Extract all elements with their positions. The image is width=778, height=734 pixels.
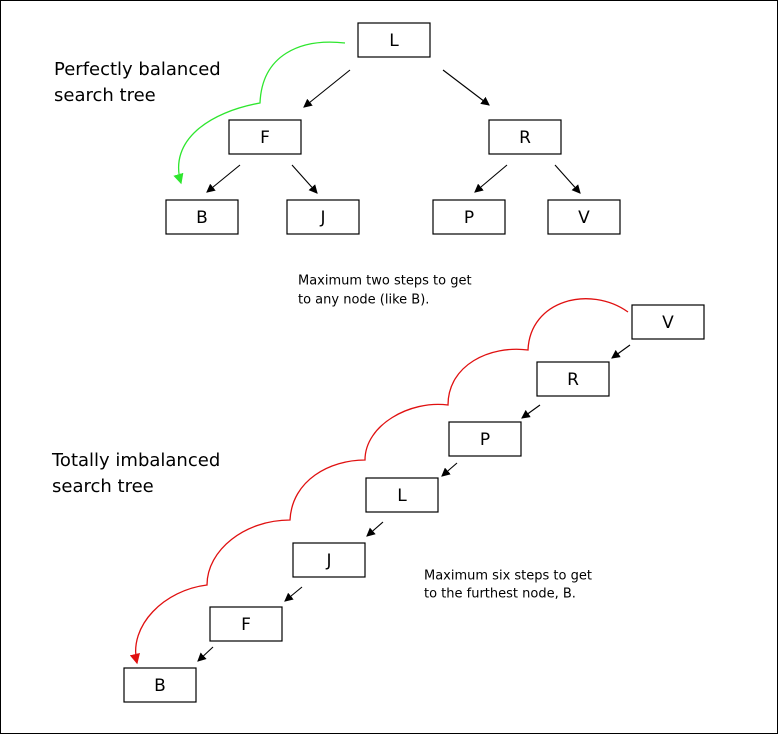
node-box bbox=[228, 119, 302, 155]
node-label: B bbox=[196, 208, 208, 228]
node-box bbox=[448, 421, 522, 457]
node-label: F bbox=[241, 615, 251, 635]
node-box bbox=[165, 199, 239, 235]
node-label: P bbox=[480, 430, 490, 450]
node-label: R bbox=[567, 370, 579, 390]
node-label: P bbox=[464, 208, 474, 228]
node-box bbox=[292, 542, 366, 578]
node-label: J bbox=[319, 208, 325, 228]
note: Maximum six steps to get bbox=[424, 569, 592, 584]
path-curve bbox=[129, 298, 629, 665]
caption: search tree bbox=[52, 476, 154, 497]
caption: search tree bbox=[54, 85, 156, 106]
node-box bbox=[536, 361, 610, 397]
node-box bbox=[209, 606, 283, 642]
node-box bbox=[631, 304, 705, 340]
note: Maximum two steps to get bbox=[298, 274, 472, 289]
node-box bbox=[357, 22, 431, 58]
node-box bbox=[547, 199, 621, 235]
path-curve bbox=[173, 41, 346, 185]
note: to any node (like B). bbox=[298, 293, 429, 308]
node-label: V bbox=[578, 208, 590, 228]
node-label: F bbox=[260, 128, 270, 148]
node-label: L bbox=[397, 486, 407, 506]
node-label: R bbox=[519, 128, 531, 148]
node-box bbox=[488, 119, 562, 155]
node-label: V bbox=[662, 313, 674, 333]
node-box bbox=[286, 199, 360, 235]
node-box bbox=[365, 477, 439, 513]
node-box bbox=[432, 199, 506, 235]
caption: Totally imbalanced bbox=[51, 450, 220, 471]
caption: Perfectly balanced bbox=[54, 59, 221, 80]
node-label: B bbox=[154, 676, 166, 696]
node-label: J bbox=[325, 551, 331, 571]
arrows bbox=[197, 69, 631, 662]
node-label: L bbox=[389, 31, 399, 51]
node-box bbox=[123, 667, 197, 703]
note: to the furthest node, B. bbox=[424, 587, 576, 602]
